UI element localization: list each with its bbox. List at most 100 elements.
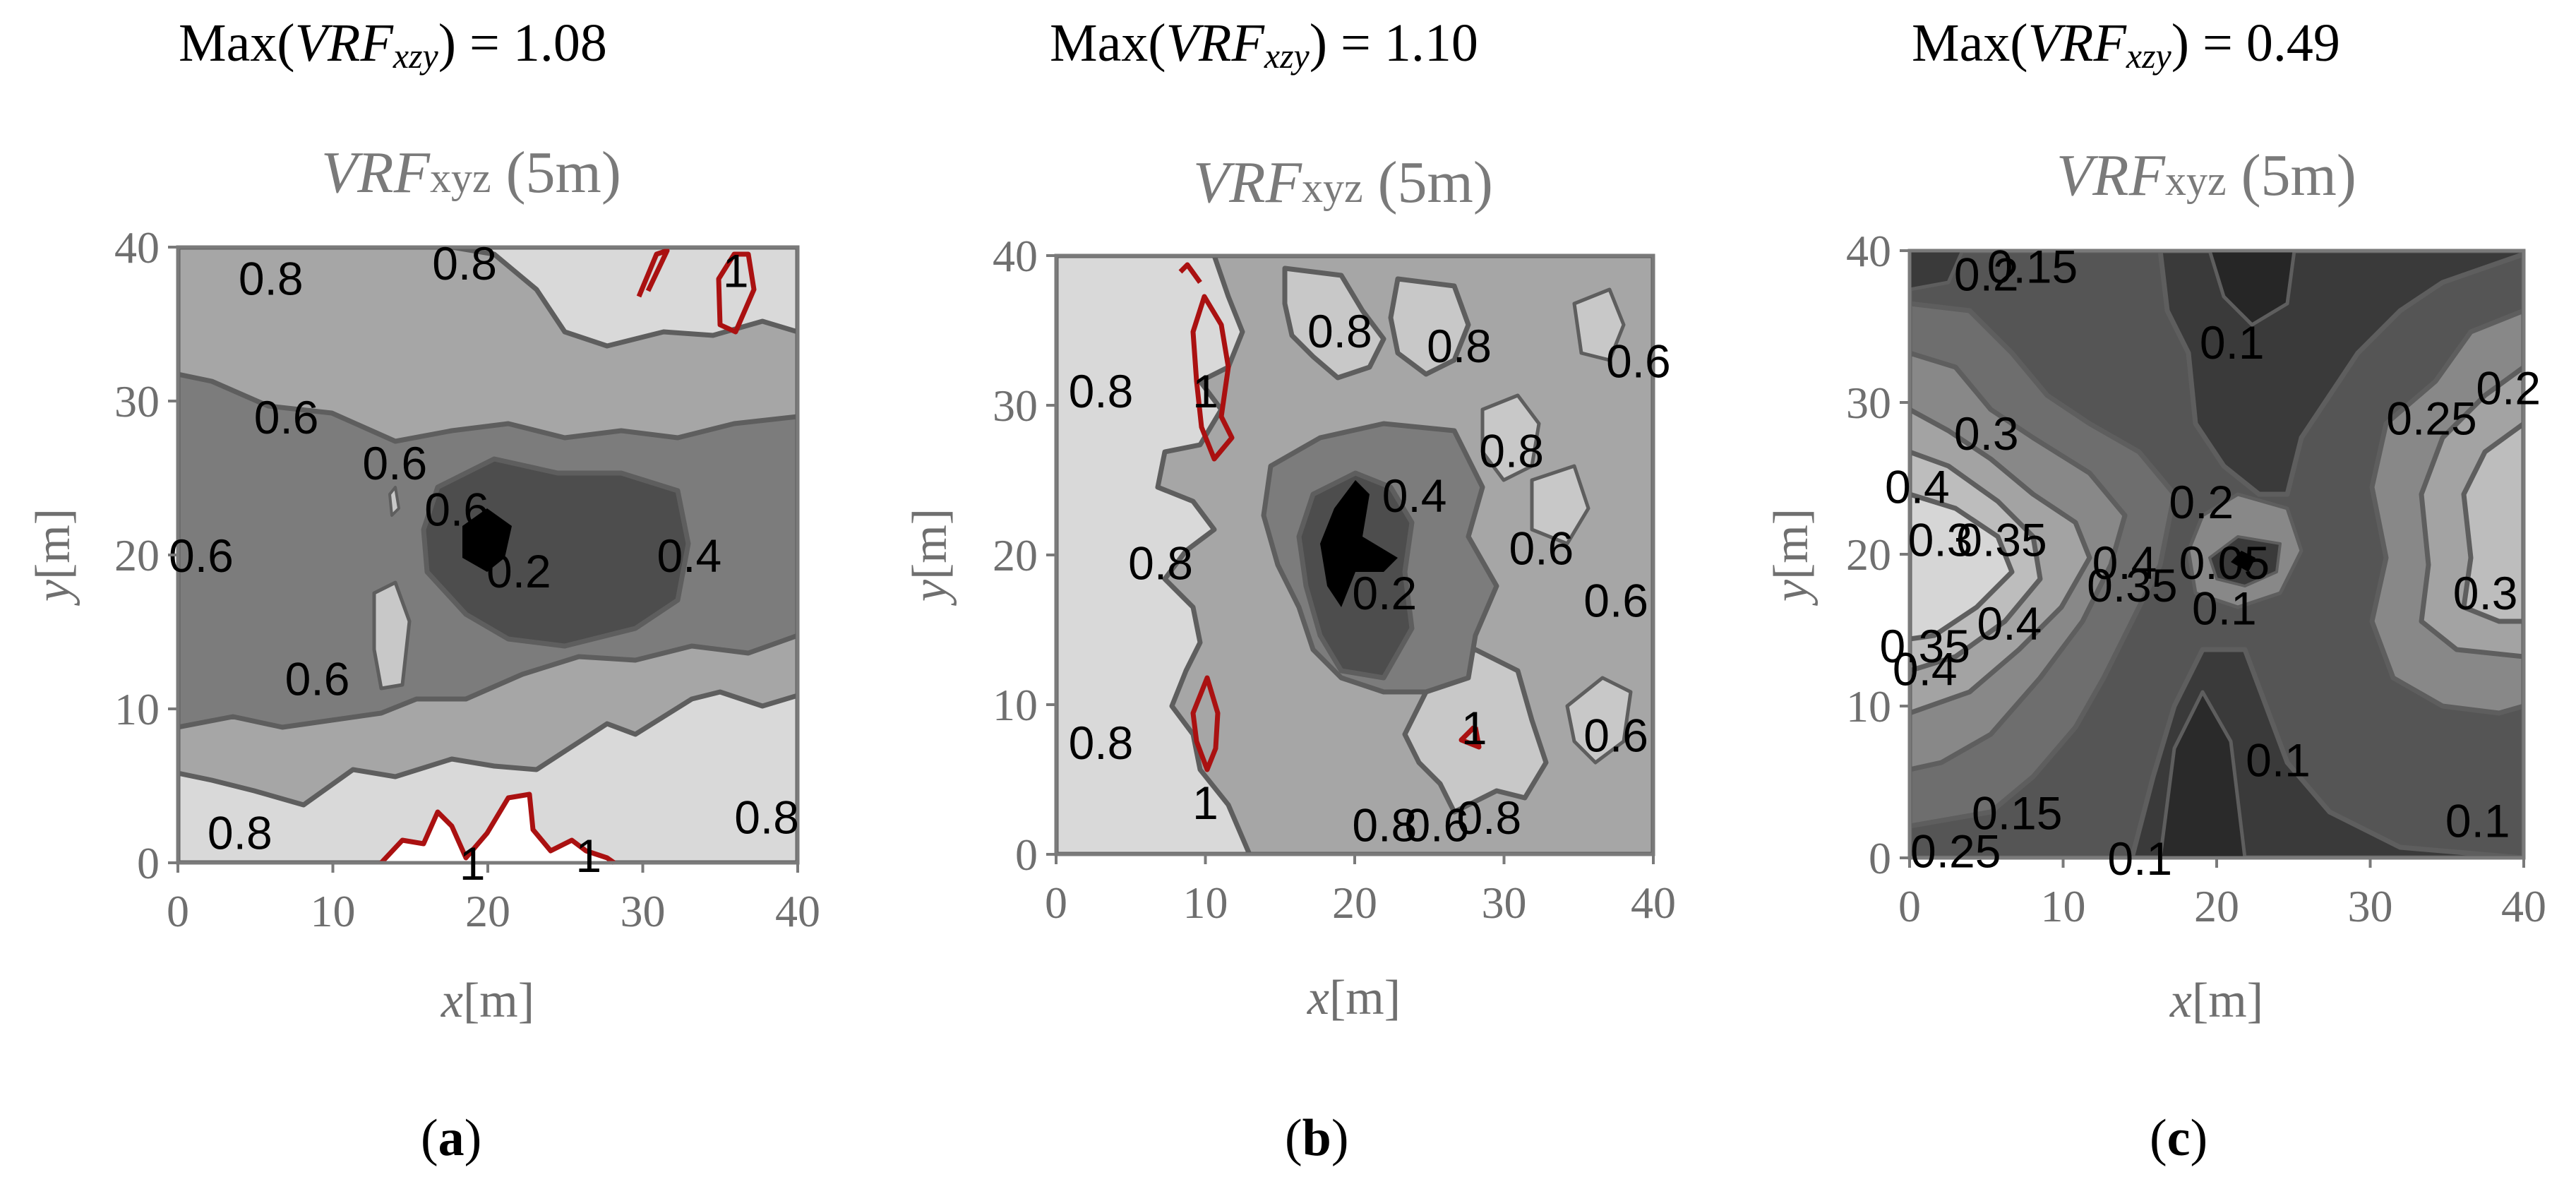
contour-label: 0.2 [486, 545, 551, 597]
y-tick-label: 0 [1015, 830, 1038, 880]
contour-label: 0.6 [285, 652, 350, 705]
contour-label: 1 [575, 830, 601, 882]
contour-label: 0.4 [1977, 597, 2042, 650]
y-tick-label: 0 [137, 838, 160, 888]
panel-b-ylabel: y[m] [903, 508, 957, 606]
x-tick-label: 10 [2041, 881, 2086, 931]
contour-label: 0.2 [1352, 567, 1417, 619]
panel-c-ylabel: y[m] [1764, 508, 1819, 606]
contour-label: 0.8 [1128, 537, 1193, 590]
y-tick-label: 20 [114, 530, 160, 580]
panel-a-axes: 0 10 20 30 40 0 10 20 30 40 [114, 222, 820, 936]
contour-label: 0.8 [432, 237, 497, 289]
panel-c-axes: 0 10 20 30 40 0 10 20 30 40 [1846, 226, 2546, 931]
y-tick-label: 40 [1846, 226, 1891, 276]
contour-label: 1 [723, 245, 749, 297]
contour-label: 0.4 [657, 530, 721, 582]
contour-label: 0.8 [1307, 305, 1372, 357]
x-tick-label: 10 [311, 886, 356, 936]
panel-b-header: Max(VRFxzy) = 1.10 [1050, 13, 1478, 76]
contour-label: 0.1 [2200, 316, 2265, 369]
panel-a-xlabel: x[m] [441, 974, 534, 1028]
x-tick-label: 20 [465, 886, 510, 936]
contour-label: 0.8 [1479, 425, 1544, 477]
y-tick-label: 10 [1846, 681, 1891, 731]
y-tick-label: 40 [114, 222, 160, 273]
contour-label: 0.35 [1880, 620, 1970, 672]
contour-label: 0.1 [2445, 794, 2510, 847]
panel-c-contour-field [1910, 251, 2524, 858]
contour-label: 0.6 [169, 530, 234, 582]
contour-label: 0.15 [1972, 787, 2062, 840]
panel-c-contour-labels: 0.20.150.10.20.250.30.4 0.20.30.35 0.40.35… [1880, 241, 2541, 885]
panel-b-contour-labels: 0.8 0.8 0.60.8 10.80.40.60.80.2 0.610.8 0.61 0… [1069, 305, 1671, 852]
panel-a-ylabel: y[m] [26, 508, 80, 606]
x-tick-label: 20 [1332, 878, 1377, 928]
contour-label: 1 [1192, 365, 1218, 417]
x-tick-label: 0 [1045, 878, 1067, 928]
y-tick-label: 20 [1846, 530, 1891, 580]
panel-b-critical-contours [1178, 262, 1482, 772]
contour-label: 0.3 [1954, 407, 2019, 460]
contour-label: 0.8 [1069, 365, 1134, 417]
contour-label: 0.6 [362, 437, 427, 489]
contour-label: 0.2 [2169, 476, 2234, 528]
x-tick-label: 20 [2194, 881, 2239, 931]
contour-label: 0.8 [1069, 717, 1134, 769]
contour-label: 0.4 [1382, 470, 1447, 522]
panel-c-xlabel: x[m] [2169, 974, 2263, 1028]
y-tick-label: 10 [114, 684, 160, 734]
contour-label: 0.6 [1509, 522, 1574, 574]
y-tick-label: 30 [993, 381, 1038, 431]
panel-b-caption: (b) [1285, 1109, 1348, 1167]
panel-c-header: Max(VRFxzy) = 0.49 [1912, 13, 2340, 76]
y-tick-label: 20 [993, 530, 1038, 580]
x-tick-label: 10 [1183, 878, 1228, 928]
panel-a-contour-field [178, 247, 798, 863]
y-tick-label: 10 [993, 680, 1038, 730]
x-tick-label: 30 [621, 886, 666, 936]
panel-c-caption: (c) [2150, 1109, 2207, 1167]
contour-label: 0.2 [1954, 248, 2019, 300]
contour-label: 0.4 [1893, 643, 1958, 695]
contour-label: 0.8 [734, 791, 799, 844]
contour-label: 0.4 [1885, 460, 1950, 513]
panel-a-contour-labels: 0.8 0.8 10.60.60.60.6 0.2 0.40.60.81 10.8 [169, 237, 799, 890]
contour-label: 0.35 [2087, 559, 2177, 611]
x-tick-label: 40 [1631, 878, 1676, 928]
contour-label: 0.8 [208, 806, 272, 859]
y-tick-label: 30 [1846, 378, 1891, 428]
y-tick-label: 0 [1869, 833, 1891, 883]
contour-label: 0.05 [2179, 537, 2270, 589]
contour-label: 1 [1192, 777, 1218, 829]
contour-label: 1 [460, 837, 486, 890]
panel-b-title: VRFxyz (5m) [1193, 150, 1493, 215]
x-tick-label: 0 [1898, 881, 1921, 931]
contour-label: 0.25 [1910, 825, 2001, 877]
panel-b: Max(VRFxzy) = 1.10 VRFxyz (5m) [903, 13, 1676, 1167]
contour-label: 1 [1461, 702, 1487, 754]
contour-label: 0.1 [2107, 832, 2172, 885]
x-tick-label: 30 [2348, 881, 2393, 931]
contour-label: 0.2 [2476, 362, 2541, 414]
contour-label: 0.8 [1456, 791, 1521, 844]
contour-label: 0.8 [239, 253, 304, 305]
panel-a-header: Max(VRFxzy) = 1.08 [179, 13, 607, 76]
contour-label: 0.1 [2246, 734, 2311, 786]
panel-a-caption: (a) [421, 1109, 481, 1167]
contour-label: 0.15 [1987, 241, 2078, 293]
panel-a: Max(VRFxzy) = 1.08 VRFxyz (5m) 0.8 0.8 1 0.… [26, 13, 820, 1167]
y-tick-label: 30 [114, 376, 160, 426]
contour-label: 0.8 [1427, 320, 1492, 372]
contour-label: 0.6 [424, 484, 489, 536]
y-tick-label: 40 [993, 231, 1038, 281]
x-tick-label: 30 [1482, 878, 1527, 928]
contour-label: 0.35 [1956, 514, 2047, 566]
contour-label: 0.6 [1404, 799, 1469, 852]
panel-a-title: VRFxyz (5m) [321, 140, 621, 205]
contour-label: 0.8 [1352, 799, 1417, 852]
panel-c: Max(VRFxzy) = 0.49 VRFxyz (5m) [1764, 13, 2546, 1167]
contour-label: 0.3 [2453, 567, 2518, 619]
